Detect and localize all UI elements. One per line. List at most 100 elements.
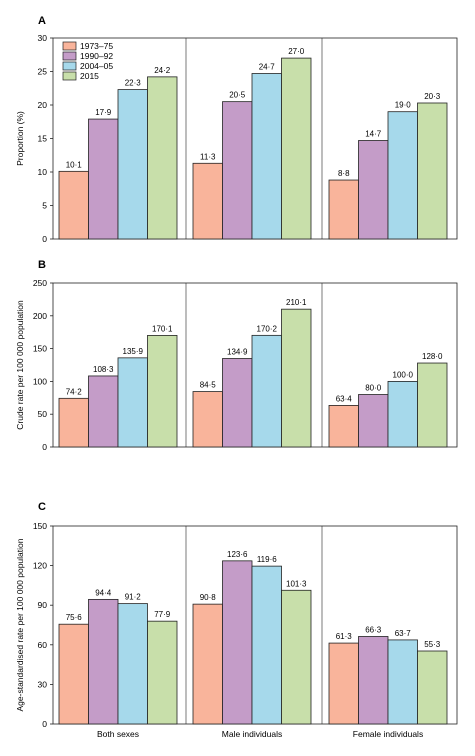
legend-label: 2015 xyxy=(80,71,99,81)
panel-b: B 0 50 100 150 200 250 Crude rate per 100 000 p… xyxy=(15,259,458,452)
panel-c: C 0 30 60 90 120 150 Age-standardised rate per … xyxy=(15,501,458,739)
bar-1990-92-group-3 xyxy=(358,636,389,725)
y-tick-label: 120 xyxy=(33,561,47,571)
x-category-label: Both sexes xyxy=(97,729,139,739)
y-tick-label: 0 xyxy=(42,719,47,729)
y-axis-label: Crude rate per 100 000 population xyxy=(15,300,25,430)
bar-2015-group-3 xyxy=(417,650,448,725)
bar-1990-92-group-1 xyxy=(88,375,119,448)
bar-1973-75-group-3 xyxy=(328,642,359,725)
y-tick-label: 20 xyxy=(38,100,48,110)
y-tick-label: 90 xyxy=(38,600,48,610)
data-label: 80·0 xyxy=(365,384,382,393)
data-label: 91·2 xyxy=(125,593,142,602)
y-axis-label: Age-standardised rate per 100 000 popula… xyxy=(15,538,25,711)
data-label: 27·0 xyxy=(288,47,305,56)
y-tick-label: 15 xyxy=(38,134,48,144)
legend-label: 1990–92 xyxy=(80,51,113,61)
y-tick-label: 0 xyxy=(42,442,47,452)
data-label: 75·6 xyxy=(66,613,83,622)
data-label: 20·5 xyxy=(229,91,246,100)
bar-2015-group-1 xyxy=(147,335,178,448)
data-label: 24·7 xyxy=(259,63,276,72)
data-label: 108·3 xyxy=(93,365,114,374)
bar-1990-92-group-3 xyxy=(358,140,389,240)
y-tick-label: 100 xyxy=(33,376,47,386)
legend-label: 2004–05 xyxy=(80,61,113,71)
y-tick-label: 10 xyxy=(38,167,48,177)
bar-1990-92-group-2 xyxy=(222,560,253,725)
data-label: 84·5 xyxy=(200,381,217,390)
y-tick-label: 60 xyxy=(38,640,48,650)
y-tick-label: 50 xyxy=(38,409,48,419)
bar-1973-75-group-2 xyxy=(192,391,223,448)
panel-a: A 0 5 10 15 20 25 30 Proportion (%) 10·1 11·3 8·8 17… xyxy=(15,15,458,244)
bar-2004-05-group-2 xyxy=(251,334,282,448)
data-label: 134·9 xyxy=(227,348,248,357)
y-tick-label: 150 xyxy=(33,344,47,354)
data-label: 66·3 xyxy=(365,625,382,634)
legend-swatch xyxy=(62,41,77,51)
bar-1990-92-group-1 xyxy=(88,118,119,240)
legend-label: 1973–75 xyxy=(80,41,113,51)
legend-swatch xyxy=(62,61,77,71)
data-label: 101·3 xyxy=(286,579,307,588)
data-label: 100·0 xyxy=(393,370,414,379)
bar-2004-05-group-3 xyxy=(387,111,418,240)
y-tick-label: 0 xyxy=(42,234,47,244)
bar-2004-05-group-2 xyxy=(251,565,282,725)
bar-2015-group-1 xyxy=(147,76,178,240)
y-tick-label: 30 xyxy=(38,33,48,43)
bar-1973-75-group-2 xyxy=(192,162,223,240)
bar-1973-75-group-3 xyxy=(328,405,359,448)
bar-1973-75-group-2 xyxy=(192,603,223,725)
panel-label: C xyxy=(38,501,46,513)
bar-2015-group-3 xyxy=(417,102,448,240)
data-label: 22·3 xyxy=(125,79,142,88)
data-label: 135·9 xyxy=(123,347,144,356)
data-label: 210·1 xyxy=(286,298,307,307)
data-label: 24·2 xyxy=(154,66,171,75)
bar-1973-75-group-3 xyxy=(328,179,359,240)
x-category-label: Male individuals xyxy=(222,729,282,739)
data-label: 74·2 xyxy=(66,387,83,396)
data-label: 90·8 xyxy=(200,593,217,602)
bar-2015-group-3 xyxy=(417,362,448,448)
legend-swatch xyxy=(62,51,77,61)
legend-swatch xyxy=(62,71,77,81)
bar-2004-05-group-3 xyxy=(387,380,418,448)
data-label: 63·7 xyxy=(395,629,412,638)
data-label: 11·3 xyxy=(200,152,216,161)
data-label: 123·6 xyxy=(227,550,248,559)
y-tick-label: 250 xyxy=(33,278,47,288)
data-label: 14·7 xyxy=(365,130,382,139)
bar-1973-75-group-1 xyxy=(58,623,89,725)
data-label: 19·0 xyxy=(395,101,412,110)
y-tick-label: 150 xyxy=(33,521,47,531)
data-label: 20·3 xyxy=(424,92,441,101)
data-label: 63·4 xyxy=(336,394,353,403)
x-category-label: Female individuals xyxy=(353,729,423,739)
bar-2015-group-2 xyxy=(281,308,312,448)
panel-label: B xyxy=(38,259,46,271)
y-tick-label: 25 xyxy=(38,67,48,77)
y-tick-label: 30 xyxy=(38,679,48,689)
bar-1973-75-group-1 xyxy=(58,170,89,240)
data-label: 170·2 xyxy=(257,324,278,333)
bar-2004-05-group-1 xyxy=(117,603,148,725)
data-label: 77·9 xyxy=(154,610,171,619)
bar-1990-92-group-3 xyxy=(358,394,389,448)
data-label: 17·9 xyxy=(95,108,112,117)
bar-1990-92-group-2 xyxy=(222,358,253,448)
bar-1990-92-group-1 xyxy=(88,598,119,725)
bar-1990-92-group-2 xyxy=(222,101,253,240)
data-label: 170·1 xyxy=(152,324,173,333)
data-label: 10·1 xyxy=(66,160,83,169)
y-axis-label: Proportion (%) xyxy=(15,111,25,166)
data-label: 61·3 xyxy=(336,632,353,641)
bar-2015-group-2 xyxy=(281,57,312,240)
panel-label: A xyxy=(38,15,46,27)
